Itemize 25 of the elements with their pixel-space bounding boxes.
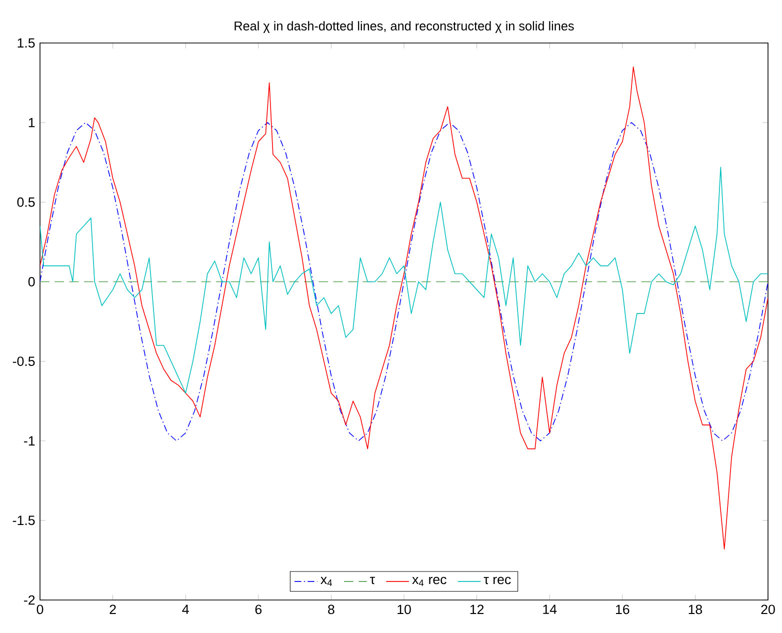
- y-tick-label: -1: [24, 436, 35, 446]
- legend-label: x$_{4}$: [320, 576, 332, 586]
- y-tick-label: 1.5: [18, 38, 35, 48]
- legend-label: τ rec: [484, 576, 511, 584]
- x-tick-label: 8: [328, 604, 334, 614]
- x-tick-label: 4: [182, 604, 189, 614]
- x-tick-label: 18: [688, 604, 702, 614]
- y-tick-label: 0.5: [17, 197, 35, 207]
- y-tick-label: -1.5: [12, 516, 35, 526]
- x-tick-label: 0: [36, 604, 44, 614]
- x-tick-label: 20: [761, 604, 775, 614]
- x-tick-label: 10: [398, 604, 411, 614]
- x-tick-label: 12: [470, 604, 484, 614]
- x-tick-label: 14: [543, 604, 557, 614]
- y-tick-label: -0.5: [12, 356, 35, 366]
- y-tick-label: -2: [24, 595, 35, 605]
- legend-label: x$_{4}$ rec: [412, 576, 446, 586]
- x-tick-label: 6: [255, 604, 262, 614]
- chart-title: Real χ in dash-dotted lines, and reconstructed χ in solid lines: [234, 21, 574, 33]
- x-tick-label: 16: [616, 604, 630, 614]
- line-series: [40, 66, 768, 550]
- x-tick-label: 2: [110, 604, 116, 614]
- y-tick-label: 1: [28, 118, 35, 128]
- legend-label: τ: [370, 576, 376, 584]
- y-tick-label: 0: [28, 277, 35, 286]
